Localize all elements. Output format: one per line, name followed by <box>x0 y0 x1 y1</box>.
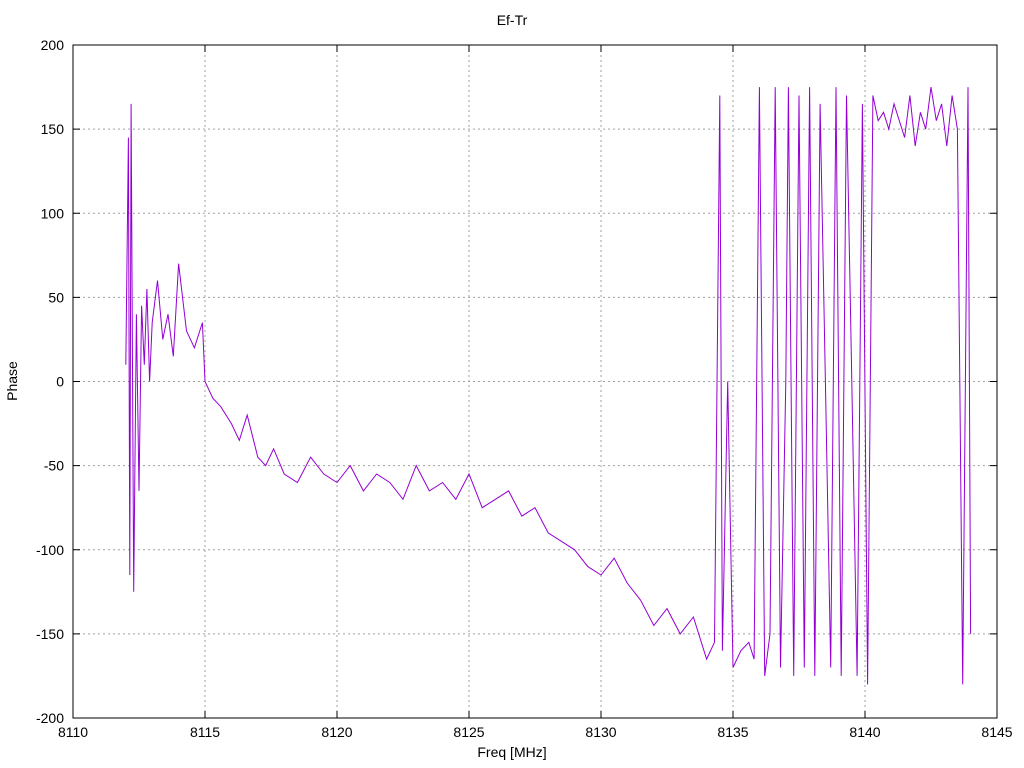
y-tick-label: 200 <box>41 37 65 53</box>
y-tick-label: 100 <box>41 205 65 221</box>
y-tick-label: -150 <box>36 626 64 642</box>
y-tick-label: -50 <box>44 458 64 474</box>
y-tick-label: 0 <box>56 374 64 390</box>
data-series <box>125 87 972 685</box>
x-tick-label: 8145 <box>981 724 1012 740</box>
y-tick-label: 150 <box>41 121 65 137</box>
x-tick-label: 8125 <box>453 724 484 740</box>
x-tick-label: 8115 <box>190 724 220 740</box>
y-tick-label: 50 <box>48 289 64 305</box>
x-axis-label: Freq [MHz] <box>477 744 547 760</box>
x-tick-label: 8130 <box>585 724 616 740</box>
chart-title: Ef-Tr <box>496 12 528 28</box>
x-tick-label: 8110 <box>58 724 88 740</box>
x-tick-label: 8135 <box>717 724 748 740</box>
y-tick-label: -200 <box>36 710 64 726</box>
grid-lines <box>73 45 997 718</box>
x-tick-label: 8120 <box>321 724 352 740</box>
axis-ticks: 8110 8115 8120 8125 8130 8135 8140 8145 -200 -150… <box>36 37 1013 740</box>
phase-series-line <box>125 87 972 685</box>
x-tick-label: 8140 <box>849 724 880 740</box>
y-tick-label: -100 <box>36 542 64 558</box>
y-axis-label: Phase <box>4 361 20 401</box>
